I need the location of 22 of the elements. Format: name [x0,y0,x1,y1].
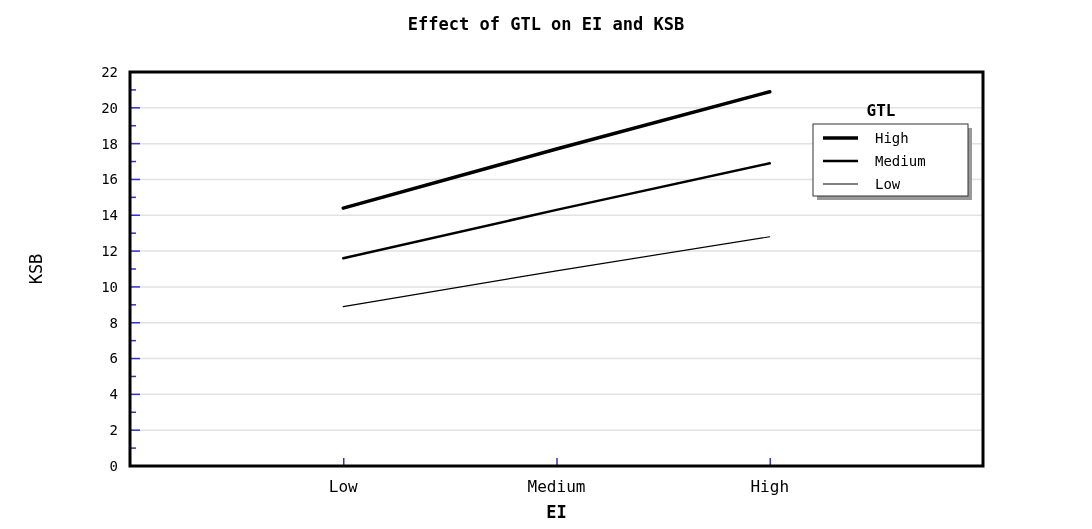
x-tick-label: Medium [527,477,586,496]
legend-label: High [875,129,909,146]
y-tick-label: 2 [109,422,118,439]
y-tick-label: 10 [101,278,118,295]
y-tick-label: 16 [101,171,118,188]
legend-label: Low [875,175,901,192]
y-tick-label: 4 [109,386,118,403]
y-axis-title: KSB [26,253,46,285]
y-tick-label: 18 [101,135,118,152]
y-tick-label: 12 [101,242,118,259]
y-tick-label: 8 [109,314,118,331]
x-tick-label: Low [328,477,359,496]
chart-title: Effect of GTL on EI and KSB [407,14,685,34]
y-tick-label: 14 [101,207,118,224]
legend-title: GTL [866,101,896,120]
y-tick-label: 22 [101,63,118,80]
x-axis-title: EI [546,502,567,522]
y-tick-label: 0 [109,457,118,474]
y-tick-label: 6 [109,350,118,367]
y-tick-label: 20 [101,99,118,116]
legend-label: Medium [875,152,926,169]
x-tick-label: High [750,477,790,496]
